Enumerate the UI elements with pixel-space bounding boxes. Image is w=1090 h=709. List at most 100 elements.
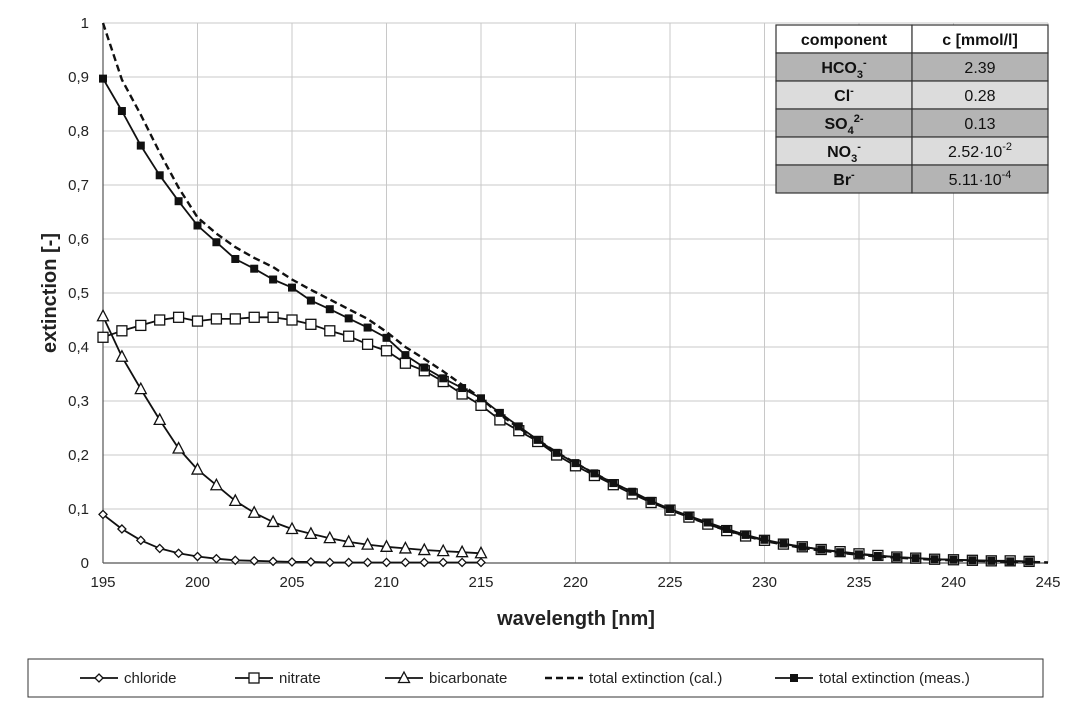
component-name: HCO3- <box>821 57 867 81</box>
data-point <box>323 530 337 544</box>
data-point <box>96 308 110 322</box>
x-tick-label: 235 <box>846 574 871 591</box>
data-point <box>306 296 315 305</box>
y-tick-label: 0,6 <box>68 231 89 248</box>
data-point <box>231 254 240 263</box>
data-point <box>1006 557 1015 566</box>
data-point <box>228 493 242 507</box>
legend-marker <box>248 672 260 684</box>
legend-marker <box>397 670 411 684</box>
data-point <box>400 557 411 568</box>
data-point <box>343 557 354 568</box>
data-point <box>134 381 148 395</box>
data-point <box>155 171 164 180</box>
table-cell <box>775 52 913 82</box>
legend-label: total extinction (meas.) <box>819 670 970 687</box>
data-point <box>174 197 183 206</box>
data-point <box>361 537 375 550</box>
tick-labels: 195 200 205 210 215 220 225 230 235 240 245 0 0,1 0,2… <box>68 15 1060 591</box>
data-point <box>987 556 996 565</box>
table-header: c [mmol/l] <box>942 32 1018 49</box>
legend-marker <box>94 673 104 683</box>
data-point <box>401 351 410 360</box>
data-point <box>438 557 449 568</box>
data-point <box>399 357 412 369</box>
data-point <box>590 469 599 478</box>
data-point <box>398 541 412 554</box>
data-point <box>703 518 712 527</box>
data-point <box>873 551 882 560</box>
legend-label: chloride <box>124 670 177 687</box>
data-point <box>571 459 580 468</box>
data-point <box>741 530 750 539</box>
data-point <box>911 554 920 563</box>
data-point <box>268 556 279 567</box>
component-concentration: 0.13 <box>964 116 995 133</box>
data-point <box>287 557 297 567</box>
data-point <box>760 535 769 544</box>
data-point <box>439 374 448 383</box>
table-cell <box>775 80 913 110</box>
data-point <box>380 345 393 357</box>
y-tick-label: 0 <box>81 555 89 572</box>
data-point <box>116 325 128 337</box>
legend: chloride nitrate bicarbonate total extincti… <box>27 658 1044 698</box>
x-tick-label: 240 <box>941 574 966 591</box>
data-point <box>154 543 165 554</box>
data-point <box>855 550 863 559</box>
data-point <box>343 330 355 342</box>
data-point <box>552 448 561 457</box>
data-point <box>135 319 147 332</box>
legend-label: total extinction (cal.) <box>589 670 722 687</box>
data-point <box>495 408 504 417</box>
data-point <box>212 238 221 247</box>
data-point <box>267 311 279 323</box>
data-point <box>154 314 166 326</box>
y-tick-label: 0,2 <box>68 447 89 464</box>
data-point <box>135 535 146 546</box>
x-tick-label: 215 <box>468 574 493 591</box>
x-tick-label: 200 <box>185 574 210 591</box>
data-point <box>722 524 731 533</box>
data-point <box>514 422 523 431</box>
data-point <box>136 141 145 150</box>
data-point <box>684 512 693 521</box>
data-point <box>230 555 241 566</box>
x-tick-label: 225 <box>657 574 682 591</box>
component-name: NO3- <box>827 141 861 165</box>
series-bicarbonate <box>96 308 488 559</box>
x-axis-title: wavelength [nm] <box>496 608 655 630</box>
data-point <box>420 363 429 372</box>
data-point <box>344 314 353 323</box>
data-point <box>249 555 260 566</box>
data-point <box>192 551 203 562</box>
y-tick-label: 0,9 <box>68 69 89 86</box>
data-point <box>381 557 392 568</box>
data-point <box>474 545 488 559</box>
data-point <box>250 264 259 273</box>
data-point <box>116 524 127 534</box>
data-point <box>324 325 336 337</box>
y-tick-label: 0,7 <box>68 177 89 194</box>
component-concentration: 2.52·10-2 <box>948 141 1012 161</box>
y-tick-label: 0,8 <box>68 123 89 140</box>
data-point <box>173 548 184 559</box>
x-tick-label: 230 <box>752 574 777 591</box>
data-point <box>436 543 450 557</box>
data-point <box>172 441 186 454</box>
data-point <box>209 477 223 491</box>
component-name: Cl- <box>834 85 854 105</box>
data-point <box>210 313 223 325</box>
data-point <box>211 553 222 564</box>
data-point <box>779 539 788 548</box>
data-point <box>457 557 468 568</box>
data-point <box>817 545 826 554</box>
data-point <box>363 323 372 332</box>
x-tick-label: 205 <box>279 574 304 591</box>
legend-box <box>27 658 1044 698</box>
data-point <box>417 542 431 556</box>
component-table: component c [mmol/l] HCO3- 2.39 Cl- 0.28 SO42-… <box>775 24 1049 194</box>
component-concentration: 5.11·10-4 <box>949 169 1012 189</box>
table-cell <box>911 80 1049 110</box>
data-point <box>229 313 241 325</box>
